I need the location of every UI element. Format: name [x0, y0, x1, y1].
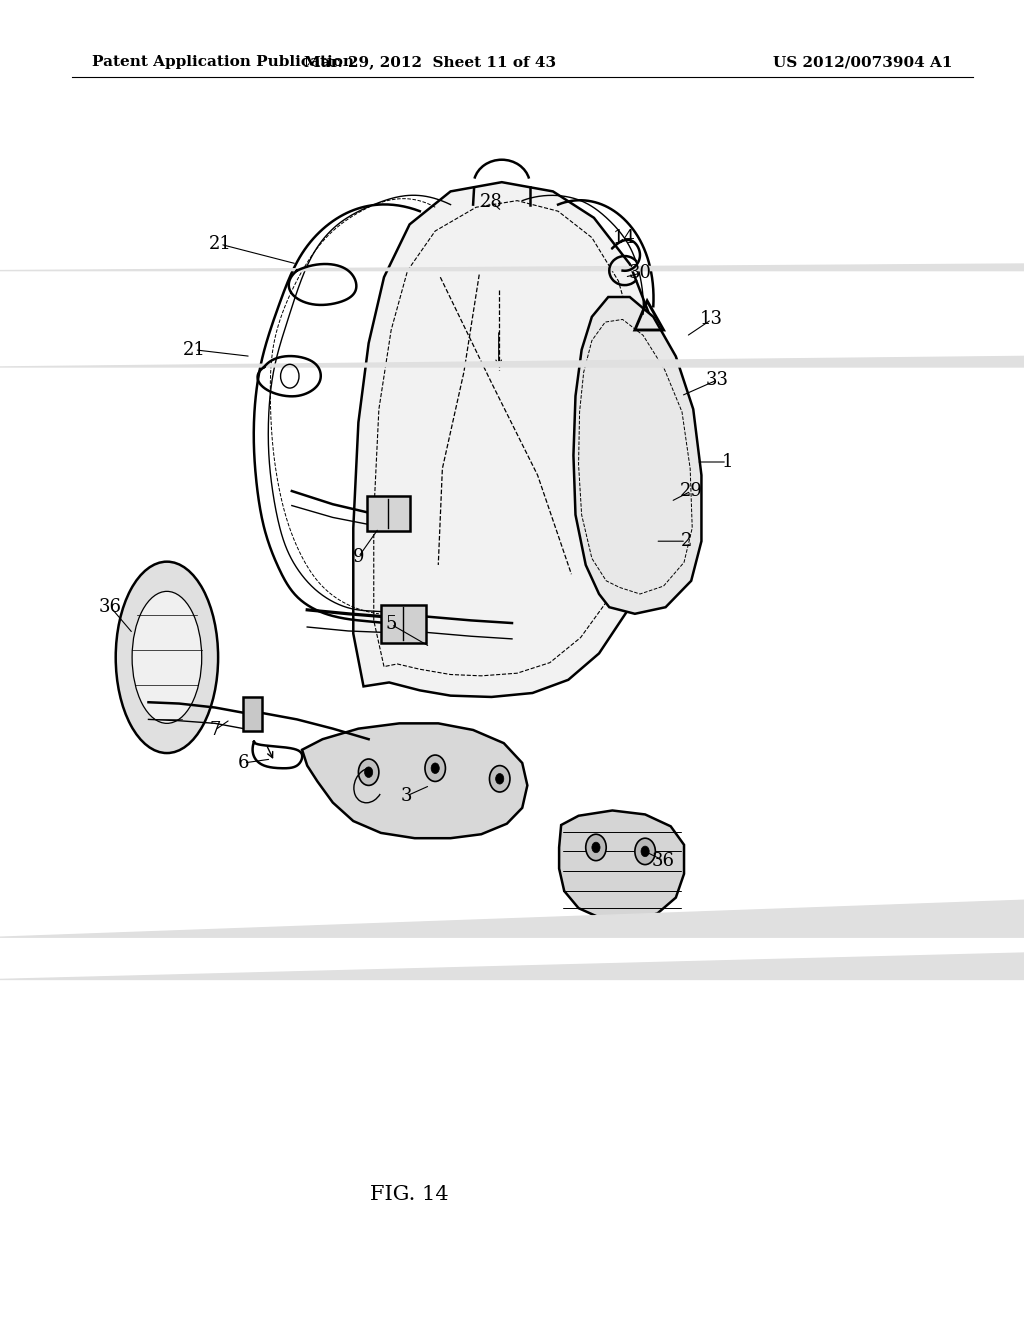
Text: 7: 7 [209, 721, 221, 739]
Ellipse shape [132, 591, 202, 723]
Text: 14: 14 [613, 228, 636, 247]
Text: 3: 3 [400, 787, 413, 805]
Ellipse shape [116, 562, 218, 752]
Circle shape [592, 842, 600, 853]
Text: 6: 6 [238, 754, 250, 772]
Circle shape [635, 838, 655, 865]
Text: FIG. 14: FIG. 14 [371, 1185, 449, 1204]
Text: Mar. 29, 2012  Sheet 11 of 43: Mar. 29, 2012 Sheet 11 of 43 [304, 55, 556, 70]
Text: 1: 1 [721, 453, 733, 471]
Circle shape [425, 755, 445, 781]
Polygon shape [302, 723, 527, 838]
Polygon shape [0, 861, 1024, 948]
Text: 13: 13 [700, 310, 723, 329]
Circle shape [365, 767, 373, 777]
Text: 29: 29 [680, 482, 702, 500]
Circle shape [358, 759, 379, 785]
FancyBboxPatch shape [381, 605, 426, 643]
Text: 33: 33 [706, 371, 728, 389]
Polygon shape [0, 356, 1024, 396]
Polygon shape [0, 908, 1024, 987]
Text: 36: 36 [652, 851, 675, 870]
FancyBboxPatch shape [243, 697, 262, 731]
Text: Patent Application Publication: Patent Application Publication [92, 55, 354, 70]
Text: 5: 5 [385, 615, 397, 634]
Text: 21: 21 [209, 235, 231, 253]
Text: 2: 2 [680, 532, 692, 550]
Text: 21: 21 [183, 341, 206, 359]
Circle shape [431, 763, 439, 774]
Circle shape [489, 766, 510, 792]
Circle shape [496, 774, 504, 784]
Polygon shape [353, 182, 660, 697]
Text: 9: 9 [352, 548, 365, 566]
Polygon shape [573, 297, 701, 614]
Text: 30: 30 [629, 264, 651, 282]
Text: 28: 28 [480, 193, 503, 211]
Circle shape [641, 846, 649, 857]
Polygon shape [559, 810, 684, 921]
Polygon shape [0, 264, 1024, 305]
Text: 36: 36 [99, 598, 122, 616]
Circle shape [586, 834, 606, 861]
Text: US 2012/0073904 A1: US 2012/0073904 A1 [773, 55, 952, 70]
FancyBboxPatch shape [367, 496, 410, 531]
